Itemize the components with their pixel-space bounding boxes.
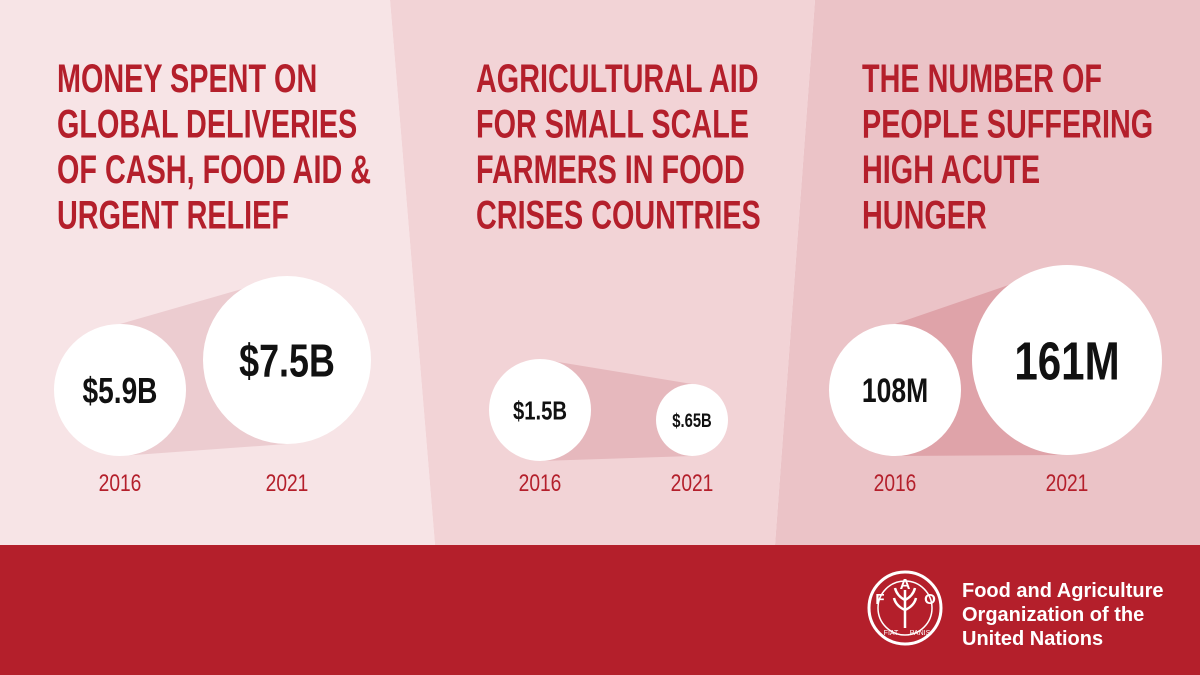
- panel-title-line: AGRICULTURAL AID: [476, 56, 759, 101]
- organization-name: United Nations: [962, 628, 1103, 650]
- bubble: [972, 265, 1162, 455]
- logo-inner-ring: [877, 580, 933, 636]
- bubble-value: $7.5B: [239, 335, 335, 386]
- logo-ring: [867, 570, 943, 646]
- footer-band: [0, 545, 1200, 675]
- bubble-value: 161M: [1014, 331, 1119, 391]
- year-label: 2016: [874, 469, 917, 497]
- panel-title-line: FARMERS IN FOOD: [476, 147, 745, 192]
- year-label: 2021: [266, 469, 309, 497]
- panel-title-line: CRISES COUNTRIES: [476, 193, 761, 238]
- bubble: [489, 359, 591, 461]
- organization-name: Organization of the: [962, 604, 1144, 626]
- logo-wheat: [892, 587, 918, 628]
- bubble: [54, 324, 186, 456]
- panel-title-line: MONEY SPENT ON: [57, 56, 317, 101]
- panel-title-line: FOR SMALL SCALE: [476, 102, 749, 147]
- year-label: 2016: [99, 469, 142, 497]
- bubble-value: $5.9B: [83, 371, 158, 411]
- logo-letter: F: [875, 591, 884, 608]
- panel-title-line: GLOBAL DELIVERIES: [57, 102, 357, 147]
- bubble: [203, 276, 371, 444]
- panel-title-line: THE NUMBER OF: [862, 56, 1102, 101]
- logo-letter: A: [900, 576, 911, 593]
- panel-title-line: PEOPLE SUFFERING: [862, 102, 1153, 147]
- bubble-value: 108M: [862, 372, 928, 410]
- bubble: [656, 384, 728, 456]
- panel-title-line: HIGH ACUTE: [862, 147, 1040, 192]
- organization-name: Food and Agriculture: [962, 580, 1163, 602]
- fao-logo: FAO FIAT PANIS: [867, 570, 943, 646]
- panel-title-line: URGENT RELIEF: [57, 193, 289, 238]
- bubble-value: $.65B: [672, 410, 711, 431]
- panel-title-line: OF CASH, FOOD AID &: [57, 147, 371, 192]
- logo-letter: O: [924, 591, 936, 608]
- bubble: [829, 324, 961, 456]
- bubble-value: $1.5B: [513, 396, 567, 425]
- year-label: 2016: [519, 469, 562, 497]
- year-label: 2021: [671, 469, 714, 497]
- logo-motto: PANIS: [910, 630, 931, 637]
- panel-title-line: HUNGER: [862, 193, 987, 238]
- logo-motto: FIAT: [884, 630, 899, 637]
- year-label: 2021: [1046, 469, 1089, 497]
